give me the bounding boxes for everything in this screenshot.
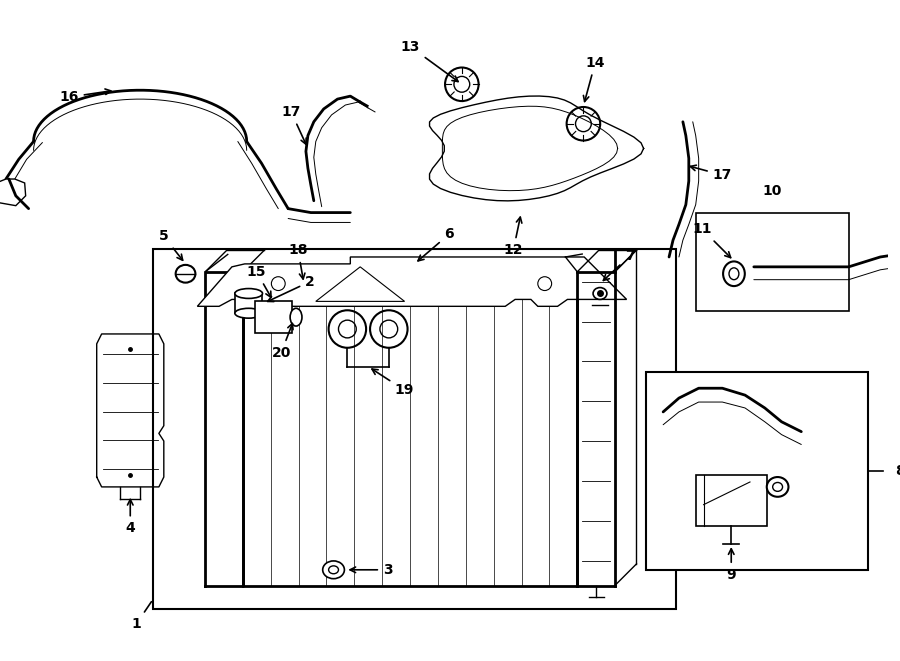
Bar (696, 475, 767, 526)
Ellipse shape (328, 566, 338, 574)
Text: 15: 15 (247, 265, 271, 297)
Text: 16: 16 (59, 89, 111, 104)
Text: 17: 17 (282, 105, 306, 144)
Text: 17: 17 (690, 165, 732, 182)
Polygon shape (197, 257, 626, 306)
Ellipse shape (723, 261, 745, 286)
Bar (255, 301, 292, 333)
Text: 4: 4 (125, 500, 135, 535)
Text: 19: 19 (372, 369, 414, 397)
Text: 13: 13 (400, 40, 458, 81)
Text: 11: 11 (693, 222, 731, 258)
Ellipse shape (593, 288, 607, 299)
Ellipse shape (767, 477, 788, 497)
Text: 20: 20 (272, 323, 293, 360)
Text: 12: 12 (504, 217, 523, 257)
Bar (235, 293, 263, 313)
Text: 5: 5 (159, 229, 183, 260)
Polygon shape (0, 179, 26, 206)
Bar (153, 249, 676, 609)
Text: 2: 2 (267, 275, 315, 301)
Text: 3: 3 (350, 563, 392, 577)
Ellipse shape (235, 289, 263, 298)
Bar (243, 272, 577, 586)
Ellipse shape (290, 308, 302, 326)
Text: 10: 10 (762, 184, 782, 198)
Ellipse shape (729, 268, 739, 280)
Text: 11: 11 (0, 660, 1, 661)
Bar (696, 213, 849, 311)
Ellipse shape (323, 561, 345, 578)
Bar (646, 372, 868, 570)
Text: 18: 18 (288, 243, 308, 279)
Ellipse shape (235, 308, 263, 318)
Ellipse shape (895, 254, 900, 266)
Text: 9: 9 (726, 549, 736, 582)
Text: 6: 6 (418, 227, 454, 261)
Text: 14: 14 (583, 56, 605, 102)
Ellipse shape (773, 483, 782, 491)
Ellipse shape (176, 265, 195, 283)
Text: 8: 8 (896, 464, 900, 478)
Text: 7: 7 (603, 249, 634, 280)
Text: 1: 1 (131, 602, 151, 631)
Ellipse shape (889, 248, 900, 272)
Polygon shape (316, 267, 405, 301)
